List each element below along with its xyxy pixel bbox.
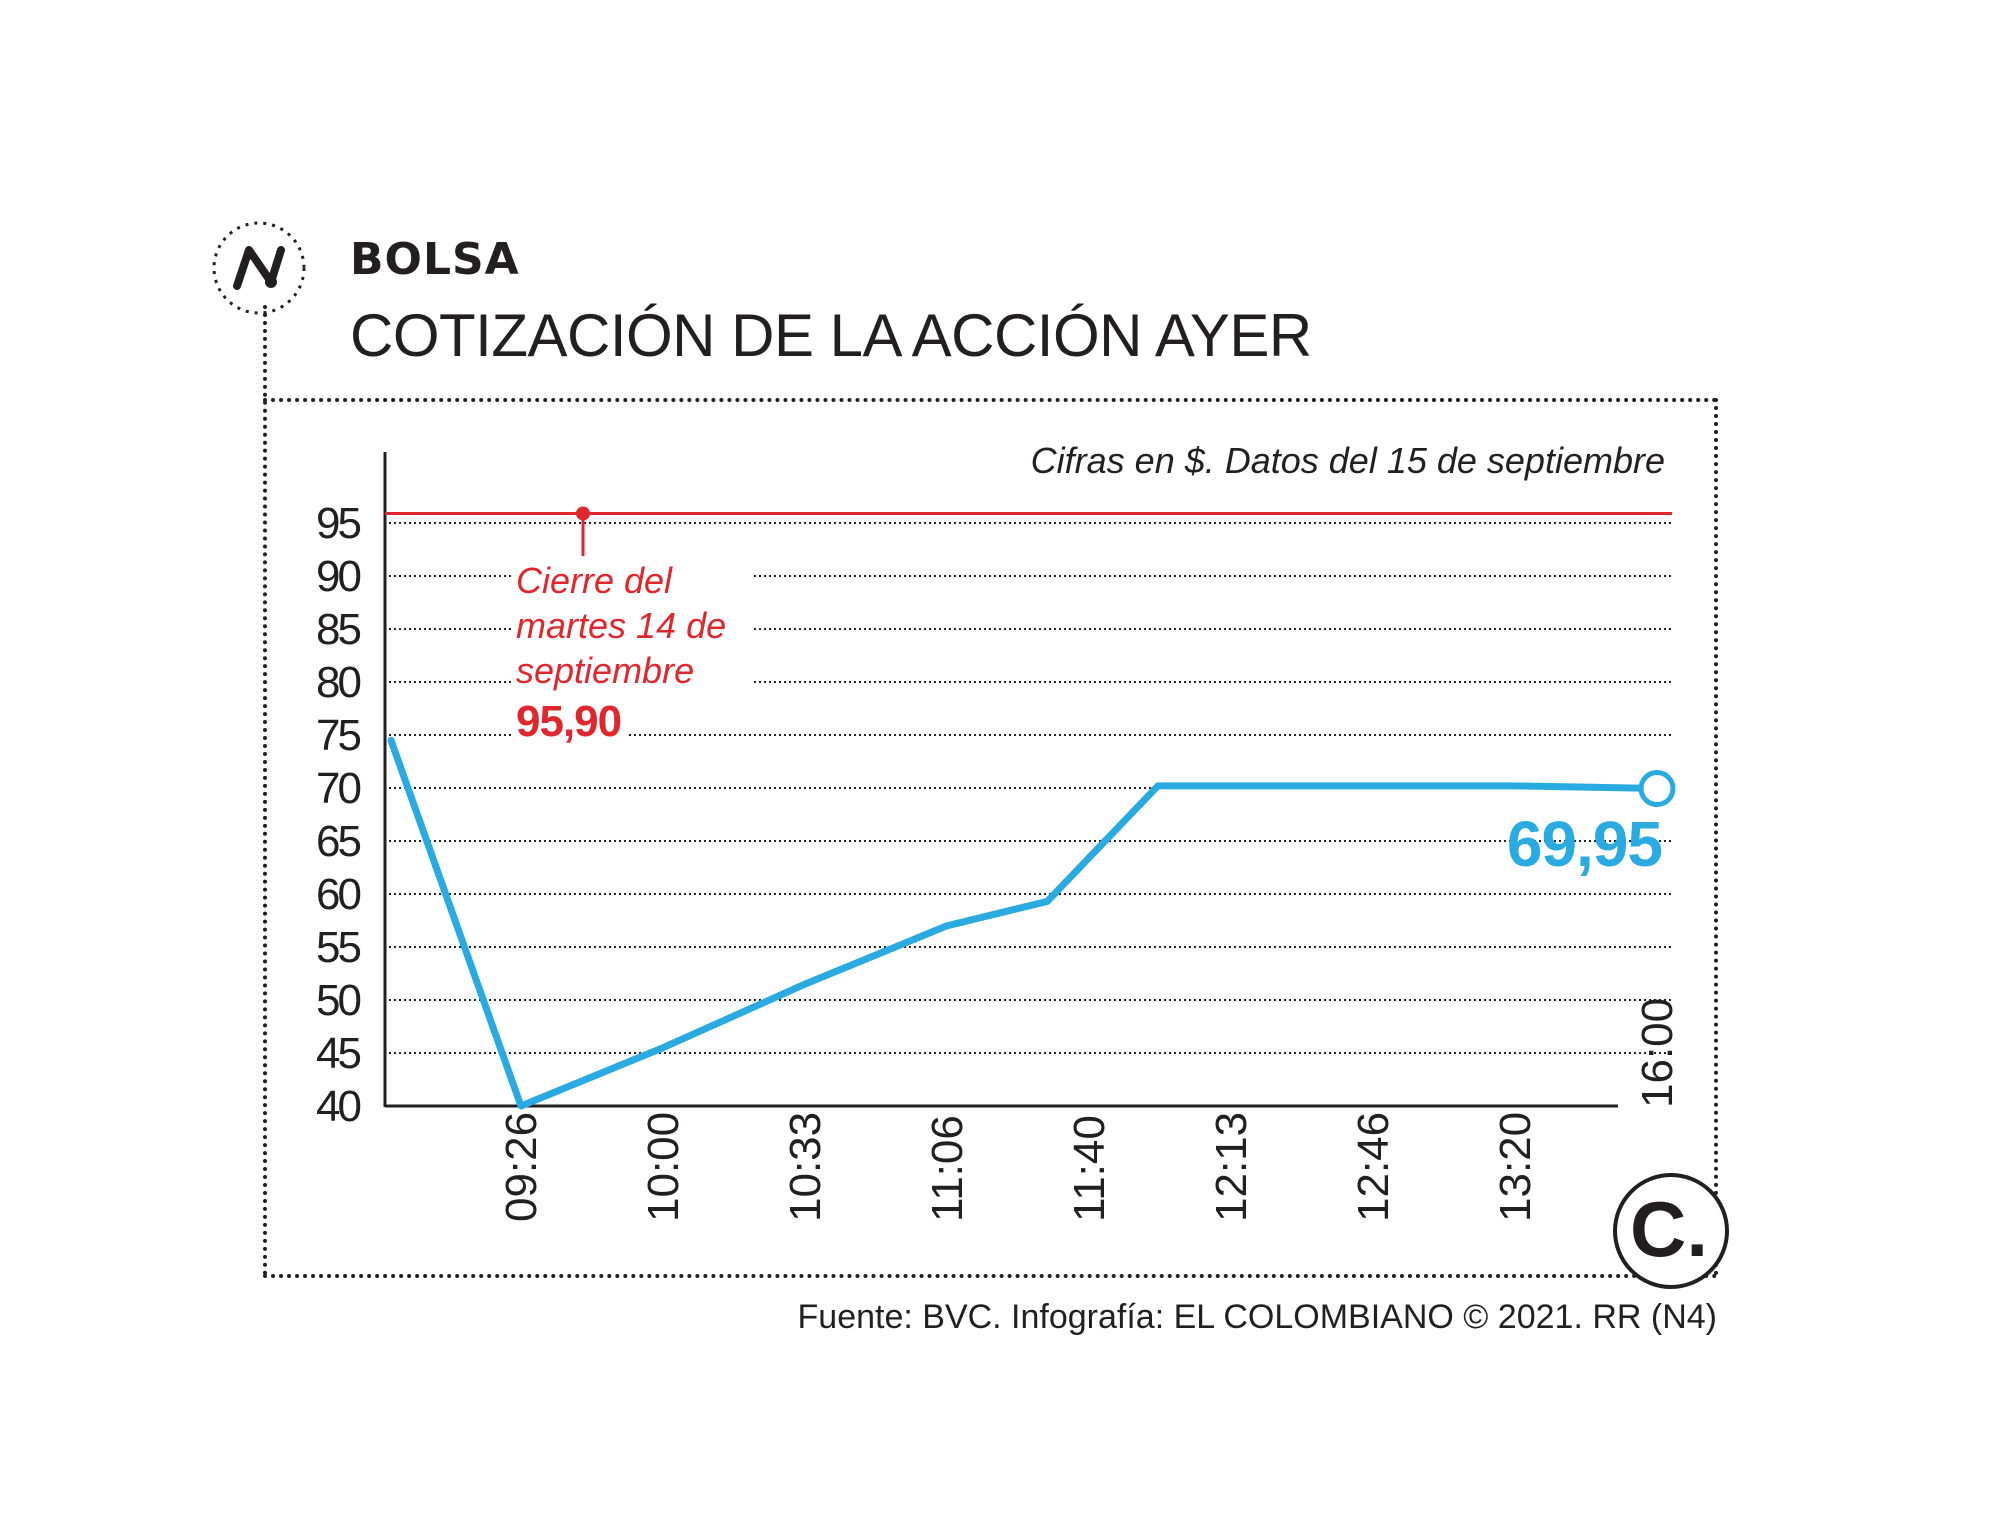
frame-right-border [1714, 398, 1718, 1276]
y-tick-label: 65 [316, 817, 362, 866]
y-tick-label: 75 [316, 711, 362, 760]
last-point-marker [1638, 770, 1676, 808]
y-tick-label: 55 [316, 923, 362, 972]
y-tick-label: 90 [316, 552, 362, 601]
frame-bottom-border [263, 1274, 1718, 1278]
series-line [387, 736, 1661, 1110]
y-tick-label: 80 [316, 658, 362, 707]
x-tick-label: 11:40 [1065, 1115, 1114, 1222]
x-tick-label: 12:46 [1349, 1112, 1398, 1222]
x-tick-label: 10:00 [639, 1112, 688, 1222]
x-tick-label: 11:06 [923, 1115, 972, 1222]
reference-line-group [385, 506, 1672, 556]
data-note: Cifras en $. Datos del 15 de septiembre [1030, 440, 1665, 481]
y-tick-label: 70 [316, 764, 362, 813]
x-tick-label: 09:26 [497, 1112, 546, 1222]
axes [383, 452, 1618, 1108]
y-tick-label: 40 [316, 1082, 362, 1131]
last-value-label: 69,95 [1506, 808, 1663, 880]
reference-annotation: Cierre del martes 14 de septiembre [512, 558, 754, 693]
frame-top-border [263, 398, 1718, 402]
y-tick-label: 45 [316, 1029, 362, 1078]
section-kicker: BOLSA [350, 234, 520, 285]
x-tick-label: 10:33 [781, 1112, 830, 1222]
reference-value-label: 95,90 [512, 700, 630, 744]
gridlines [389, 522, 1672, 1054]
source-credit: Fuente: BVC. Infografía: EL COLOMBIANO ©… [797, 1298, 1717, 1336]
frame-left-border [263, 305, 267, 1276]
x-tick-labels: 09:26 10:00 10:33 11:06 11:40 12:13 12:46 13:20… [497, 998, 1682, 1222]
y-tick-label: 60 [316, 870, 362, 919]
trend-line-icon [212, 221, 306, 315]
x-tick-label: 13:20 [1491, 1112, 1540, 1222]
y-tick-label: 85 [316, 605, 362, 654]
reference-marker [576, 506, 590, 521]
series-group [387, 736, 1676, 1110]
y-tick-label: 50 [316, 976, 362, 1025]
y-tick-label: 95 [316, 499, 362, 548]
svg-text:C.: C. [1630, 1185, 1708, 1273]
chart-title: COTIZACIÓN DE LA ACCIÓN AYER [350, 302, 1312, 369]
el-colombiano-logo-icon: C. [1613, 1173, 1729, 1289]
x-tick-label: 16:00 [1633, 998, 1682, 1108]
x-tick-label: 12:13 [1207, 1112, 1256, 1222]
